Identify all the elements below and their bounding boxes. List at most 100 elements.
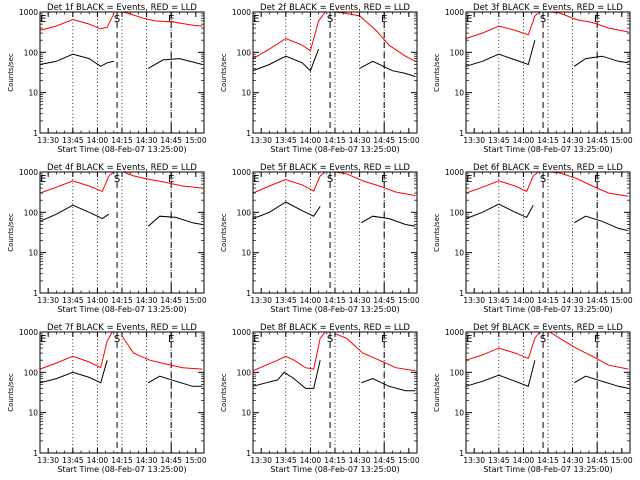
x-tick-label: 14:00 (87, 296, 109, 305)
series-line (334, 171, 416, 197)
y-tick-label: 1000 (232, 168, 251, 177)
y-tick-label: 10 (28, 249, 38, 258)
marker-label: S (114, 174, 120, 185)
x-axis-label: Start Time (08-Feb-07 13:25:00) (483, 305, 612, 314)
x-tick-label: 14:45 (373, 136, 395, 145)
marker-label: S (540, 174, 546, 185)
series-line (252, 331, 326, 372)
x-tick-label: 14:30 (136, 296, 158, 305)
x-tick-label: 14:00 (87, 136, 109, 145)
marker-label: E (381, 174, 387, 185)
y-tick-label: 100 (450, 48, 465, 57)
x-axis-label: Start Time (08-Feb-07 13:25:00) (270, 465, 399, 474)
series-line (360, 215, 416, 227)
x-tick-label: 14:15 (324, 456, 346, 465)
x-tick-label: 13:45 (488, 136, 510, 145)
y-tick-label: 10 (28, 409, 38, 418)
chart-title: Det 5f BLACK = Events, RED = LLD (260, 163, 410, 173)
series-line (39, 13, 115, 31)
y-tick-label: 1 (33, 129, 38, 138)
y-tick-label: 100 (24, 368, 39, 377)
marker-label: E (40, 14, 46, 25)
y-tick-label: 1 (459, 289, 464, 298)
series-line (465, 203, 534, 220)
y-tick-label: 10 (454, 249, 464, 258)
chart-title: Det 8f BLACK = Events, RED = LLD (260, 323, 410, 333)
series-line (465, 11, 541, 39)
series-line (334, 333, 416, 372)
series-line (465, 331, 541, 361)
y-tick-label: 1 (33, 449, 38, 458)
y-tick-label: 100 (24, 48, 39, 57)
series-line (465, 360, 536, 387)
series-line (252, 11, 326, 60)
series-line (147, 215, 203, 227)
y-tick-label: 1 (459, 449, 464, 458)
y-axis-label: Counts/sec (220, 213, 228, 252)
chart-title: Det 2f BLACK = Events, RED = LLD (260, 3, 410, 13)
y-tick-label: 100 (237, 48, 252, 57)
y-axis-label: Counts/sec (433, 373, 441, 412)
series-line (465, 171, 539, 194)
x-tick-label: 13:30 (37, 136, 59, 145)
x-tick-label: 13:30 (463, 296, 485, 305)
x-tick-label: 13:45 (62, 136, 84, 145)
marker-label: S (327, 334, 333, 345)
y-tick-label: 1000 (445, 8, 464, 17)
y-axis-label: Counts/sec (7, 213, 15, 252)
x-axis-label: Start Time (08-Feb-07 13:25:00) (270, 145, 399, 154)
marker-label: E (381, 14, 387, 25)
x-tick-label: 13:45 (488, 296, 510, 305)
x-tick-label: 13:30 (250, 456, 272, 465)
y-tick-label: 10 (241, 89, 251, 98)
x-tick-label: 15:00 (398, 456, 420, 465)
marker-label: S (540, 334, 546, 345)
x-axis-label: Start Time (08-Feb-07 13:25:00) (483, 465, 612, 474)
x-axis-label: Start Time (08-Feb-07 13:25:00) (57, 465, 186, 474)
y-tick-label: 100 (237, 208, 252, 217)
x-tick-label: 14:15 (537, 296, 559, 305)
x-tick-label: 14:15 (324, 296, 346, 305)
series-line (361, 378, 416, 392)
y-tick-label: 1 (246, 129, 251, 138)
series-line (147, 58, 203, 69)
series-line (333, 11, 416, 62)
marker-label: E (253, 174, 259, 185)
y-tick-label: 1000 (445, 328, 464, 337)
y-tick-label: 1000 (19, 328, 38, 337)
y-tick-label: 1000 (19, 168, 38, 177)
x-tick-label: 14:30 (562, 136, 584, 145)
marker-label: E (466, 174, 472, 185)
x-tick-label: 13:45 (275, 296, 297, 305)
x-tick-label: 14:45 (586, 296, 608, 305)
y-tick-label: 10 (241, 409, 251, 418)
x-tick-label: 14:15 (111, 136, 133, 145)
y-tick-label: 1 (246, 449, 251, 458)
x-tick-label: 15:00 (185, 136, 207, 145)
series-line (549, 171, 629, 197)
x-tick-label: 14:00 (513, 296, 535, 305)
x-tick-label: 14:45 (586, 456, 608, 465)
marker-label: E (253, 14, 259, 25)
x-tick-label: 14:30 (349, 456, 371, 465)
marker-label: E (381, 334, 387, 345)
chart-title: Det 1f BLACK = Events, RED = LLD (47, 3, 197, 13)
x-tick-label: 14:30 (136, 456, 158, 465)
x-tick-label: 14:45 (160, 296, 182, 305)
y-tick-label: 10 (454, 89, 464, 98)
x-axis-label: Start Time (08-Feb-07 13:25:00) (483, 145, 612, 154)
series-line (147, 375, 203, 387)
chart-title: Det 6f BLACK = Events, RED = LLD (473, 163, 623, 173)
series-line (549, 11, 629, 33)
marker-label: E (466, 14, 472, 25)
x-tick-label: 15:00 (185, 296, 207, 305)
x-tick-label: 13:30 (250, 136, 272, 145)
x-tick-label: 14:45 (160, 136, 182, 145)
x-tick-label: 15:00 (185, 456, 207, 465)
x-tick-label: 13:45 (488, 456, 510, 465)
x-tick-label: 15:00 (398, 296, 420, 305)
